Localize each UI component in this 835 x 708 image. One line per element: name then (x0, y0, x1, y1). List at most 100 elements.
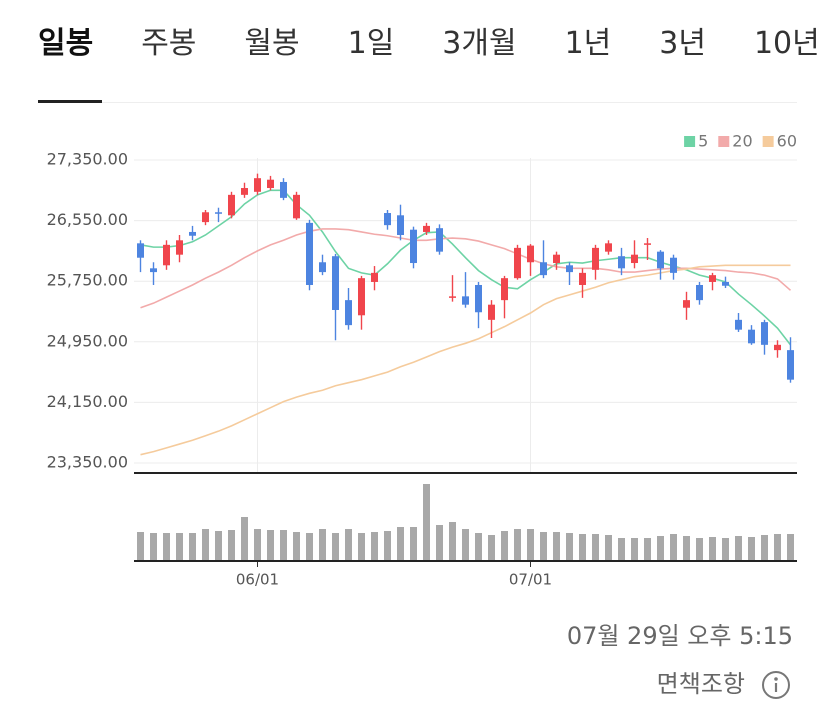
ma-line (140, 264, 791, 456)
candle-body (332, 256, 339, 310)
tab[interactable]: 3년 (659, 26, 706, 61)
candle-body (267, 179, 274, 189)
candle-body (293, 194, 300, 219)
volume-bar (579, 534, 586, 560)
candle-body (527, 245, 534, 263)
tab[interactable]: 1년 (564, 26, 612, 61)
tab[interactable]: 월봉 (244, 26, 300, 61)
candle-body (449, 296, 456, 298)
volume-bar (501, 531, 508, 560)
candle-body (254, 178, 261, 192)
volume-bar (280, 530, 287, 560)
tab[interactable]: 10년 (753, 26, 820, 61)
y-tick-label: 27,350.00 (47, 150, 128, 169)
volume-bar (592, 534, 599, 560)
candle-body (514, 247, 521, 279)
legend-swatch (684, 136, 696, 147)
candle-body (631, 254, 638, 264)
candle-body (462, 296, 469, 305)
volume-bar (449, 522, 456, 560)
volume-bar (202, 529, 209, 560)
volume-bar (358, 533, 365, 560)
tab-underline (38, 100, 102, 103)
volume-bar (618, 538, 625, 560)
candle-body (436, 228, 443, 252)
legend-label: 20 (732, 132, 752, 151)
candle-body (696, 284, 703, 301)
volume-bar (137, 532, 144, 560)
volume-bar (748, 537, 755, 560)
candle-body (215, 212, 222, 214)
candle-body (345, 300, 352, 326)
y-tick-label: 26,550.00 (47, 210, 128, 229)
candle-body (423, 225, 430, 232)
volume-bar (670, 534, 677, 560)
tab[interactable]: 일봉 (38, 26, 94, 61)
y-tick-label: 23,350.00 (47, 453, 128, 472)
volume-bar (462, 529, 469, 560)
volume-bar (475, 533, 482, 560)
candle-body (176, 240, 183, 255)
candle-body (761, 322, 768, 345)
volume-bar (553, 532, 560, 560)
candle-body (163, 244, 170, 266)
y-tick-label: 24,150.00 (47, 392, 128, 411)
volume-bar (540, 532, 547, 560)
candle-body (384, 213, 391, 226)
volume-bar (150, 533, 157, 560)
volume-bar (306, 533, 313, 560)
x-tick-label: 06/01 (236, 571, 279, 589)
volume-bar (709, 537, 716, 560)
info-icon[interactable] (761, 670, 791, 700)
volume-bar (774, 534, 781, 560)
candle-body (488, 304, 495, 320)
volume-bar (696, 538, 703, 560)
candle-body (306, 222, 313, 285)
volume-bar (735, 536, 742, 560)
candle-body (579, 272, 586, 285)
candle-body (618, 256, 625, 269)
volume-bar (228, 530, 235, 560)
volume-bar (644, 538, 651, 560)
disclaimer[interactable]: 면책조항 (656, 670, 745, 698)
volume-bar (683, 536, 690, 560)
volume-bar (384, 531, 391, 560)
volume-bar (176, 533, 183, 560)
candle-body (202, 212, 209, 223)
candle-body (566, 265, 573, 273)
volume-bar (410, 527, 417, 560)
volume-bar (631, 538, 638, 560)
candle-body (709, 275, 716, 282)
tab[interactable]: 주봉 (141, 26, 197, 61)
candle-body (657, 251, 664, 269)
candle-body (722, 281, 729, 286)
candle-body (748, 329, 755, 344)
legend-swatch (718, 136, 730, 147)
volume-bar (605, 535, 612, 560)
volume-bar (488, 535, 495, 560)
tab-bar: 일봉 주봉 월봉 1일 3개월 1년 3년 10년 (38, 22, 820, 66)
candle-body (137, 243, 144, 258)
volume-bar (163, 533, 170, 560)
candle-body (189, 231, 196, 236)
volume-bar (761, 535, 768, 560)
volume-bar (787, 534, 794, 560)
volume-bar (527, 529, 534, 560)
volume-bar (215, 531, 222, 560)
candle-body (540, 262, 547, 276)
volume-bar (345, 529, 352, 560)
candle-body (501, 278, 508, 301)
volume-bar (436, 525, 443, 560)
timestamp: 07월 29일 오후 5:15 (566, 622, 793, 650)
volume-bar (241, 517, 248, 560)
candle-body (592, 247, 599, 270)
volume-bar (566, 533, 573, 560)
ma-line (140, 228, 792, 309)
tab[interactable]: 3개월 (442, 26, 517, 61)
x-tick-label: 07/01 (509, 571, 552, 589)
tab[interactable]: 1일 (347, 26, 395, 61)
candle-body (410, 229, 417, 264)
legend-swatch (762, 136, 774, 147)
